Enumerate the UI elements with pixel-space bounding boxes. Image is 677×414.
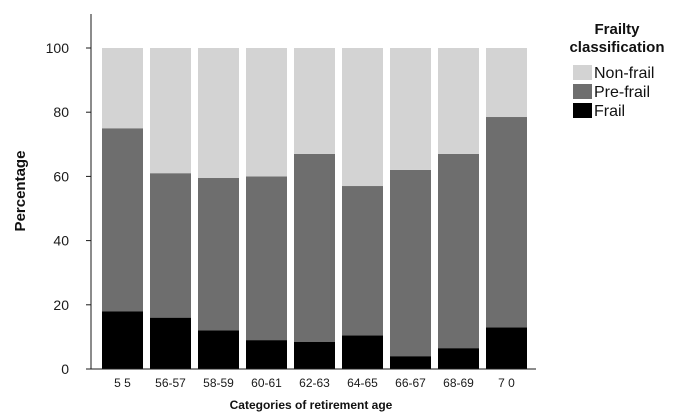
bar-segment-frail-3 <box>246 340 287 369</box>
legend-swatch-pre-frail <box>573 84 592 99</box>
legend: Frailty classification Non-frail Pre-frai… <box>569 21 664 120</box>
bar-segment-pre-frail-0 <box>102 128 143 312</box>
bars-group <box>102 48 527 369</box>
legend-title-line-2: classification <box>569 39 664 56</box>
bar-segment-non-frail-3 <box>246 48 287 177</box>
y-tick-label: 0 <box>61 361 69 377</box>
bar-segment-non-frail-7 <box>438 48 479 154</box>
x-tick-label: 5 5 <box>114 376 131 390</box>
y-tick-label: 60 <box>53 168 69 184</box>
bar-segment-pre-frail-4 <box>294 153 335 342</box>
x-tick-label: 56-57 <box>155 376 186 390</box>
legend-label-frail: Frail <box>594 103 625 120</box>
bar-segment-pre-frail-2 <box>198 178 239 331</box>
x-tick-label: 68-69 <box>443 376 474 390</box>
legend-label-non-frail: Non-frail <box>594 65 654 82</box>
bar-segment-frail-5 <box>342 335 383 369</box>
y-tick-label: 80 <box>53 104 69 120</box>
x-tick-label: 64-65 <box>347 376 378 390</box>
bar-segment-frail-7 <box>438 348 479 369</box>
y-tick-label: 20 <box>53 297 69 313</box>
bar-segment-pre-frail-7 <box>438 153 479 349</box>
bar-segment-frail-0 <box>102 311 143 369</box>
y-axis-label: Percentage <box>12 151 29 232</box>
bar-segment-non-frail-2 <box>198 48 239 179</box>
bar-segment-frail-6 <box>390 356 431 369</box>
x-tick-label: 7 0 <box>498 376 515 390</box>
bar-segment-pre-frail-3 <box>246 176 287 341</box>
bar-segment-non-frail-8 <box>486 48 527 118</box>
bar-segment-non-frail-5 <box>342 48 383 187</box>
bar-segment-pre-frail-8 <box>486 117 527 328</box>
bar-segment-pre-frail-6 <box>390 169 431 357</box>
x-tick-label: 66-67 <box>395 376 426 390</box>
x-tick-label: 60-61 <box>251 376 282 390</box>
bar-segment-non-frail-0 <box>102 48 143 129</box>
bar-segment-non-frail-4 <box>294 48 335 154</box>
bar-segment-frail-2 <box>198 330 239 369</box>
legend-label-pre-frail: Pre-frail <box>594 84 650 101</box>
y-tick-label: 40 <box>53 233 69 249</box>
legend-swatch-non-frail <box>573 65 592 80</box>
y-ticks-group: 0 20 40 60 80 100 <box>46 40 91 377</box>
legend-swatch-frail <box>573 103 592 118</box>
y-tick-label: 100 <box>46 40 70 56</box>
x-tick-label: 58-59 <box>203 376 234 390</box>
bar-segment-frail-1 <box>150 317 191 369</box>
legend-title-line-1: Frailty <box>594 21 640 38</box>
bar-segment-frail-4 <box>294 341 335 369</box>
bar-segment-non-frail-6 <box>390 48 431 170</box>
x-tick-label: 62-63 <box>299 376 330 390</box>
bar-segment-frail-8 <box>486 327 527 369</box>
bar-segment-pre-frail-1 <box>150 173 191 318</box>
x-ticks-group: 5 5 56-57 58-59 60-61 62-63 64-65 66-67 68-69 7 … <box>114 376 515 390</box>
bar-segment-pre-frail-5 <box>342 186 383 336</box>
x-axis-label: Categories of retirement age <box>230 398 393 412</box>
bar-segment-non-frail-1 <box>150 48 191 174</box>
